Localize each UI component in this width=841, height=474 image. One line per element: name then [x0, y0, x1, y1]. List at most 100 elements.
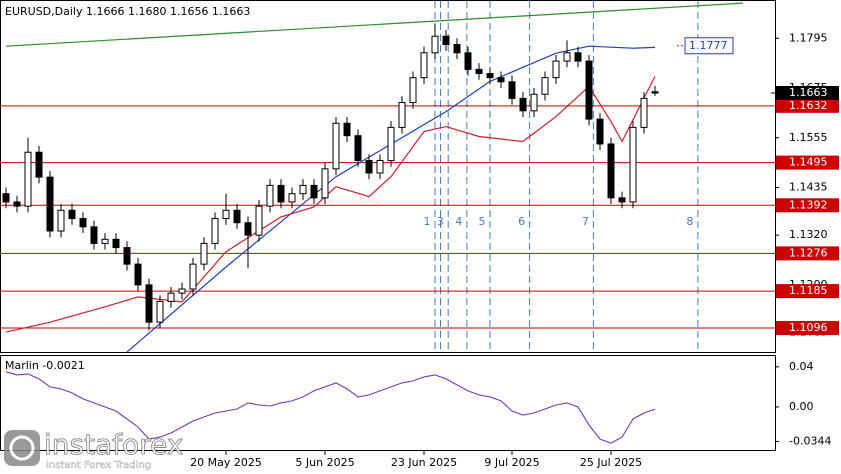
indicator-frame: [0, 355, 776, 451]
level-label: 1.1392: [789, 198, 828, 211]
candle-body: [35, 151, 43, 178]
watermark-tagline: Instant Forex Trading: [46, 460, 151, 471]
candle-body: [156, 300, 164, 323]
candle-body: [596, 118, 604, 145]
x-tick-label: 5 Jun 2025: [295, 456, 354, 469]
candle-body: [244, 222, 252, 236]
watermark-icon: [4, 430, 40, 466]
y-tick-label: 0.04: [789, 360, 814, 373]
candle-body: [398, 102, 406, 128]
candle-body: [519, 97, 527, 112]
overlay-label: 1.1777: [689, 39, 728, 52]
x-tick-label: 23 Jun 2025: [391, 456, 457, 469]
candle-body: [2, 193, 10, 203]
candle-body: [376, 160, 384, 174]
candle-body: [90, 226, 98, 244]
candle-body: [420, 52, 428, 79]
candle-body: [354, 135, 362, 162]
cycle-label: 4: [455, 215, 462, 228]
indicator-title: Marlin -0.0021: [5, 359, 85, 372]
current-price-label: 1.1663: [789, 86, 828, 99]
candle-body: [189, 263, 197, 290]
candle-body: [299, 184, 307, 195]
level-label: 1.1276: [789, 246, 828, 259]
candle-body: [651, 91, 659, 94]
x-tick-label: 25 Jul 2025: [580, 456, 642, 469]
candle-body: [79, 218, 87, 228]
candle-body: [343, 122, 351, 137]
candle-body: [442, 35, 450, 46]
main-frame: [0, 0, 776, 353]
y-tick-label: 1.1555: [789, 131, 828, 144]
cycle-label: 8: [686, 215, 693, 228]
candle-body: [222, 209, 230, 220]
candle-body: [387, 126, 395, 162]
candle-body: [266, 184, 274, 207]
overlay-line: [5, 2, 744, 47]
candle-body: [145, 284, 153, 323]
candle-body: [332, 122, 340, 170]
x-tick-label: 20 May 2025: [190, 456, 262, 469]
y-tick-label: 1.1795: [789, 31, 828, 44]
y-tick-label: 0.00: [789, 400, 814, 413]
level-label: 1.1632: [789, 99, 828, 112]
candle-body: [618, 197, 626, 203]
candle-body: [552, 60, 560, 79]
candle-body: [46, 176, 54, 232]
candle-body: [123, 247, 131, 265]
level-label: 1.1185: [789, 284, 828, 297]
candle-body: [475, 68, 483, 75]
candle-body: [453, 44, 461, 54]
overlay-label-box: [684, 37, 734, 55]
candle-body: [13, 201, 21, 207]
level-label-box: [776, 246, 839, 261]
cycle-label: 7: [582, 215, 589, 228]
candle-body: [233, 209, 241, 224]
candle-body: [607, 143, 615, 199]
cycle-label: 5: [479, 215, 486, 228]
candle-body: [167, 292, 175, 302]
candle-body: [321, 168, 329, 199]
level-label-box: [776, 98, 839, 113]
watermark: instaforex Instant Forex Trading: [4, 428, 184, 471]
cycle-label: 1: [424, 215, 431, 228]
level-label-box: [776, 320, 839, 335]
indicator-line: [5, 371, 656, 444]
y-tick-label: 1.1435: [789, 180, 828, 193]
candle-body: [112, 238, 120, 249]
candle-body: [563, 52, 571, 62]
candle-body: [134, 263, 142, 286]
candle-body: [508, 81, 516, 99]
candle-body: [277, 184, 285, 203]
watermark-icon-ring: [9, 435, 35, 461]
y-tick-label: -0.0344: [789, 434, 831, 447]
candle-body: [629, 126, 637, 203]
candle-body: [409, 77, 417, 104]
watermark-brand: instaforex: [44, 428, 183, 461]
current-price-box: [776, 85, 839, 100]
candle-body: [24, 151, 32, 207]
level-label: 1.1495: [789, 156, 828, 169]
x-tick-label: 9 Jul 2025: [484, 456, 539, 469]
level-label-box: [776, 284, 839, 299]
candle-body: [178, 288, 186, 294]
candle-body: [431, 35, 439, 54]
candle-body: [530, 93, 538, 112]
candle-body: [310, 184, 318, 199]
candle-body: [288, 193, 296, 203]
candle-body: [255, 205, 263, 236]
level-label: 1.1096: [789, 321, 828, 334]
level-label-box: [776, 198, 839, 213]
candle-body: [365, 160, 373, 174]
header: EURUSD,Daily 1.1666 1.1680 1.1656 1.1663: [5, 5, 250, 18]
cycle-label: 6: [518, 215, 525, 228]
candle-body: [640, 97, 648, 128]
candle-body: [200, 242, 208, 265]
candle-body: [211, 218, 219, 244]
level-label-box: [776, 155, 839, 170]
candle-body: [68, 209, 76, 220]
candle-body: [541, 77, 549, 95]
